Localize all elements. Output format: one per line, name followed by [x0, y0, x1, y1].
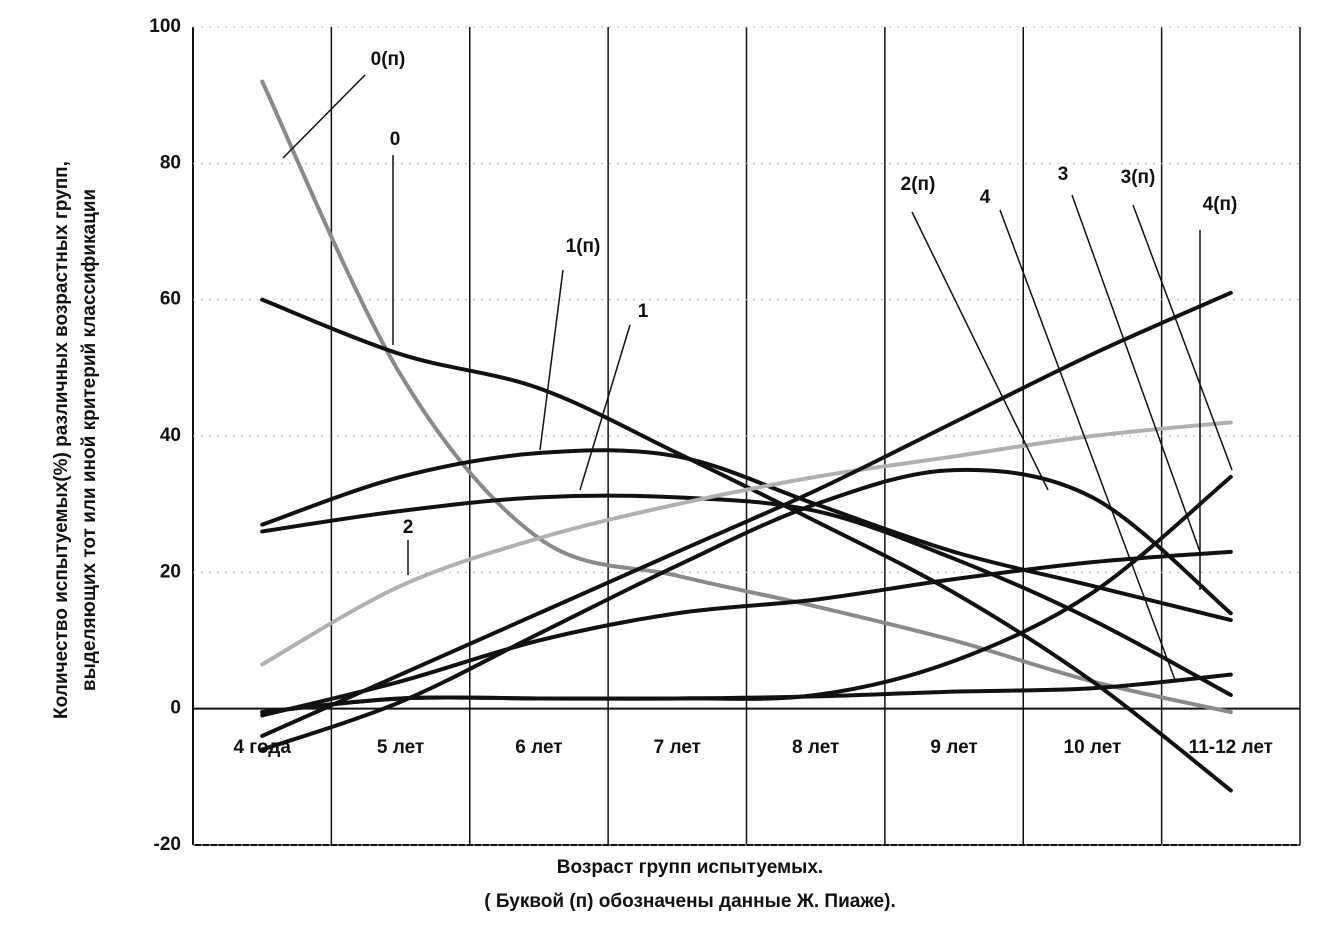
x-axis-title: ( Буквой (п) обозначены данные Ж. Пиаже)… — [484, 891, 895, 912]
series-label: 4 — [980, 187, 991, 208]
series-label: 0 — [390, 129, 401, 150]
y-tick-label: 20 — [160, 561, 181, 582]
x-tick-label: 10 лет — [1064, 737, 1122, 758]
y-axis-title: выделяющих тот или иной критерий классиф… — [79, 189, 100, 691]
series-label: 0(п) — [371, 49, 406, 70]
y-tick-label: 80 — [160, 152, 181, 173]
y-tick-label: 60 — [160, 289, 181, 310]
series-line — [260, 290, 1233, 738]
x-axis-title: Возраст групп испытуемых. — [557, 857, 823, 878]
series-label: 1(п) — [566, 236, 601, 257]
y-tick-label: 100 — [149, 16, 181, 37]
series-label: 1 — [638, 301, 649, 322]
series-label: 3 — [1058, 164, 1069, 185]
x-tick-label: 7 лет — [654, 737, 701, 758]
series-line — [260, 79, 1233, 715]
series-line — [260, 549, 1233, 718]
series-line — [260, 448, 1233, 623]
x-tick-label: 9 лет — [930, 737, 977, 758]
series-line — [260, 672, 1233, 715]
leader-line — [911, 211, 1049, 491]
leader-line — [579, 324, 631, 491]
series-line — [260, 467, 1233, 752]
leader-line — [1132, 204, 1233, 471]
leader-line — [539, 269, 564, 451]
series-label: 4(п) — [1203, 194, 1238, 215]
series-label: 2(п) — [901, 174, 936, 195]
x-tick-label: 8 лет — [792, 737, 839, 758]
y-axis-title: Количество испытуемых(%) различных возра… — [51, 161, 72, 719]
series-line — [260, 297, 1233, 793]
series-line — [260, 493, 1233, 698]
leader-line — [999, 209, 1176, 681]
y-tick-label: -20 — [154, 834, 181, 855]
x-tick-label: 11-12 лет — [1189, 737, 1273, 758]
y-tick-label: 0 — [170, 698, 181, 719]
x-tick-label: 6 лет — [515, 737, 562, 758]
x-tick-label: 5 лет — [377, 737, 424, 758]
leader-line — [1071, 194, 1201, 553]
series-label: 2 — [403, 517, 414, 538]
leader-line — [282, 74, 366, 159]
series-label: 3(п) — [1121, 167, 1156, 188]
y-tick-label: 40 — [160, 425, 181, 446]
series-line — [260, 420, 1233, 667]
